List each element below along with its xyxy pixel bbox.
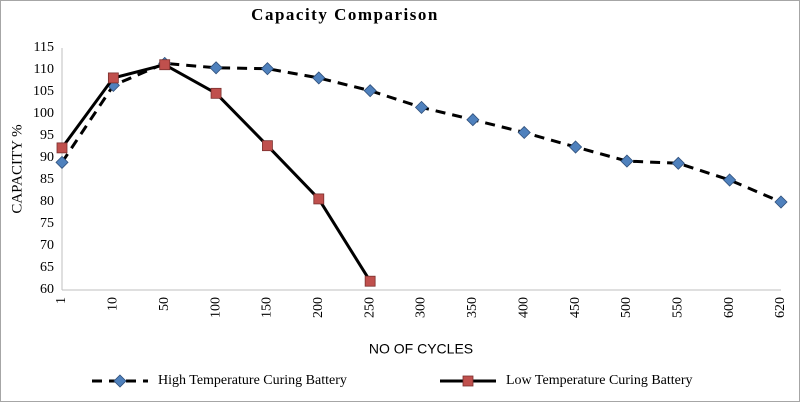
legend-label: High Temperature Curing Battery bbox=[158, 373, 347, 388]
x-tick-label: 100 bbox=[208, 297, 223, 318]
x-tick-label: 500 bbox=[619, 297, 634, 318]
marker-diamond bbox=[723, 173, 737, 187]
x-tick-label: 150 bbox=[260, 297, 275, 318]
marker-diamond bbox=[312, 71, 326, 85]
x-tick-label: 300 bbox=[414, 297, 429, 318]
marker-square bbox=[159, 59, 171, 71]
x-tick-label: 450 bbox=[568, 297, 583, 318]
marker-diamond bbox=[774, 195, 788, 209]
y-tick-label: 110 bbox=[34, 62, 54, 77]
y-tick-label: 100 bbox=[33, 106, 54, 121]
x-tick-label: 10 bbox=[106, 297, 121, 311]
marker-square bbox=[364, 275, 376, 287]
x-axis-label: NO OF CYCLES bbox=[369, 341, 473, 357]
marker-diamond bbox=[620, 154, 634, 168]
marker-square bbox=[313, 193, 325, 205]
marker-diamond bbox=[414, 100, 429, 114]
y-tick-label: 95 bbox=[40, 128, 54, 143]
legend-marker bbox=[462, 375, 474, 387]
y-tick-label: 90 bbox=[40, 150, 54, 165]
marker-diamond bbox=[209, 61, 223, 75]
marker-diamond bbox=[671, 156, 685, 170]
marker-diamond bbox=[569, 140, 583, 154]
x-tick-label: 200 bbox=[311, 297, 326, 318]
y-tick-label: 80 bbox=[40, 194, 54, 209]
legend-marker bbox=[113, 374, 127, 388]
y-tick-label: 75 bbox=[40, 216, 54, 231]
chart-title: Capacity Comparison bbox=[251, 5, 439, 24]
x-tick-label: 600 bbox=[722, 297, 737, 318]
marker-diamond bbox=[55, 155, 69, 169]
x-tick-label: 620 bbox=[773, 297, 788, 318]
x-tick-label: 550 bbox=[671, 297, 686, 318]
x-tick-label: 50 bbox=[157, 297, 172, 311]
x-tick-label: 350 bbox=[465, 297, 480, 318]
y-tick-label: 60 bbox=[40, 282, 54, 297]
marker-diamond bbox=[260, 62, 274, 76]
marker-square bbox=[107, 72, 119, 84]
marker-square bbox=[262, 140, 273, 152]
marker-diamond bbox=[363, 84, 377, 98]
legend-label: Low Temperature Curing Battery bbox=[506, 373, 693, 388]
x-tick-label: 1 bbox=[54, 297, 69, 304]
y-tick-label: 115 bbox=[34, 40, 54, 55]
marker-diamond bbox=[466, 113, 480, 127]
y-tick-label: 105 bbox=[33, 84, 54, 99]
y-tick-label: 65 bbox=[40, 260, 54, 275]
x-tick-label: 400 bbox=[516, 297, 531, 318]
marker-square bbox=[210, 87, 222, 99]
y-tick-label: 70 bbox=[40, 238, 54, 253]
marker-square bbox=[56, 142, 68, 154]
x-tick-label: 250 bbox=[362, 297, 377, 318]
marker-diamond bbox=[517, 125, 531, 140]
y-axis-label: CAPACITY % bbox=[9, 124, 25, 213]
y-tick-label: 85 bbox=[40, 172, 54, 187]
